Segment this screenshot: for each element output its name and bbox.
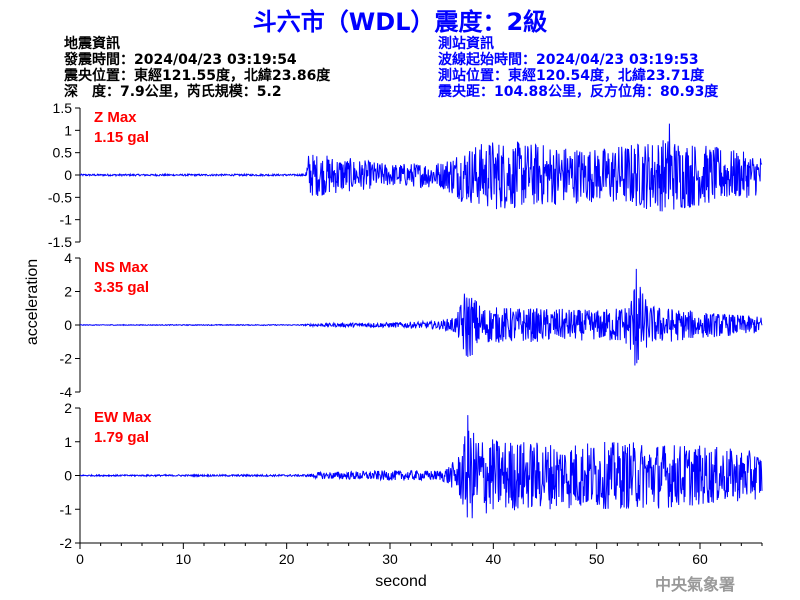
ew-max-value: 1.79 gal xyxy=(94,429,149,446)
ew-y-tick-label: 1 xyxy=(64,434,72,450)
distance-azimuth: 震央距：104.88公里，反方位角：80.93度 xyxy=(438,84,719,100)
x-tick-label: 20 xyxy=(279,551,295,567)
x-tick-label: 30 xyxy=(382,551,398,567)
chart-title: 斗六市（WDL）震度：2級 xyxy=(252,8,548,36)
ns-max-label: NS Max xyxy=(94,259,149,276)
z-y-tick-label: -1.5 xyxy=(48,234,72,250)
ew-y-tick-label: 0 xyxy=(64,468,72,484)
ns-y-tick-label: 2 xyxy=(64,284,72,300)
ew-waveform xyxy=(80,415,763,519)
station-info-heading: 測站資訊 xyxy=(438,36,494,52)
ew-y-tick-label: 2 xyxy=(64,400,72,416)
z-waveform xyxy=(79,123,763,212)
ns-y-tick-label: -4 xyxy=(60,384,73,400)
agency-watermark: 中央氣象署 xyxy=(655,575,736,594)
x-tick-label: 40 xyxy=(486,551,502,567)
earthquake-time: 發震時間：2024/04/23 03:19:54 xyxy=(64,52,297,68)
ns-max-value: 3.35 gal xyxy=(94,279,149,296)
station-info: 測站資訊 波線起始時間：2024/04/23 03:19:53 測站位置：東經1… xyxy=(438,36,718,100)
x-tick-label: 10 xyxy=(176,551,192,567)
ns-y-tick-label: -2 xyxy=(60,351,73,367)
y-axis-title: acceleration xyxy=(24,259,41,345)
x-axis-title: second xyxy=(375,573,427,590)
wave-start-time: 波線起始時間：2024/04/23 03:19:53 xyxy=(438,52,699,68)
ns-y-tick-label: 0 xyxy=(64,317,72,333)
z-y-tick-label: -0.5 xyxy=(48,189,72,205)
earthquake-info: 地震資訊 發震時間：2024/04/23 03:19:54 震央位置：東經121… xyxy=(64,36,330,100)
ew-y-tick-label: -1 xyxy=(60,501,73,517)
ew-y-tick-label: -2 xyxy=(60,535,73,551)
station-location: 測站位置：東經120.54度，北緯23.71度 xyxy=(438,68,705,84)
z-y-tick-label: 1.5 xyxy=(53,100,73,116)
z-y-tick-label: 0 xyxy=(64,167,72,183)
epicenter-location: 震央位置：東經121.55度，北緯23.86度 xyxy=(64,68,331,84)
z-y-tick-label: 0.5 xyxy=(53,145,73,161)
ew-max-label: EW Max xyxy=(94,409,152,426)
earthquake-info-heading: 地震資訊 xyxy=(64,36,120,52)
depth-magnitude: 深 度：7.9公里，芮氏規模：5.2 xyxy=(64,84,282,100)
z-max-value: 1.15 gal xyxy=(94,129,149,146)
z-max-label: Z Max xyxy=(94,109,137,126)
z-y-tick-label: -1 xyxy=(60,212,73,228)
ns-waveform xyxy=(79,268,763,366)
x-tick-label: 0 xyxy=(76,551,84,567)
x-tick-label: 50 xyxy=(589,551,605,567)
ns-y-tick-label: 4 xyxy=(64,250,72,266)
x-tick-label: 60 xyxy=(692,551,708,567)
z-y-tick-label: 1 xyxy=(64,122,72,138)
